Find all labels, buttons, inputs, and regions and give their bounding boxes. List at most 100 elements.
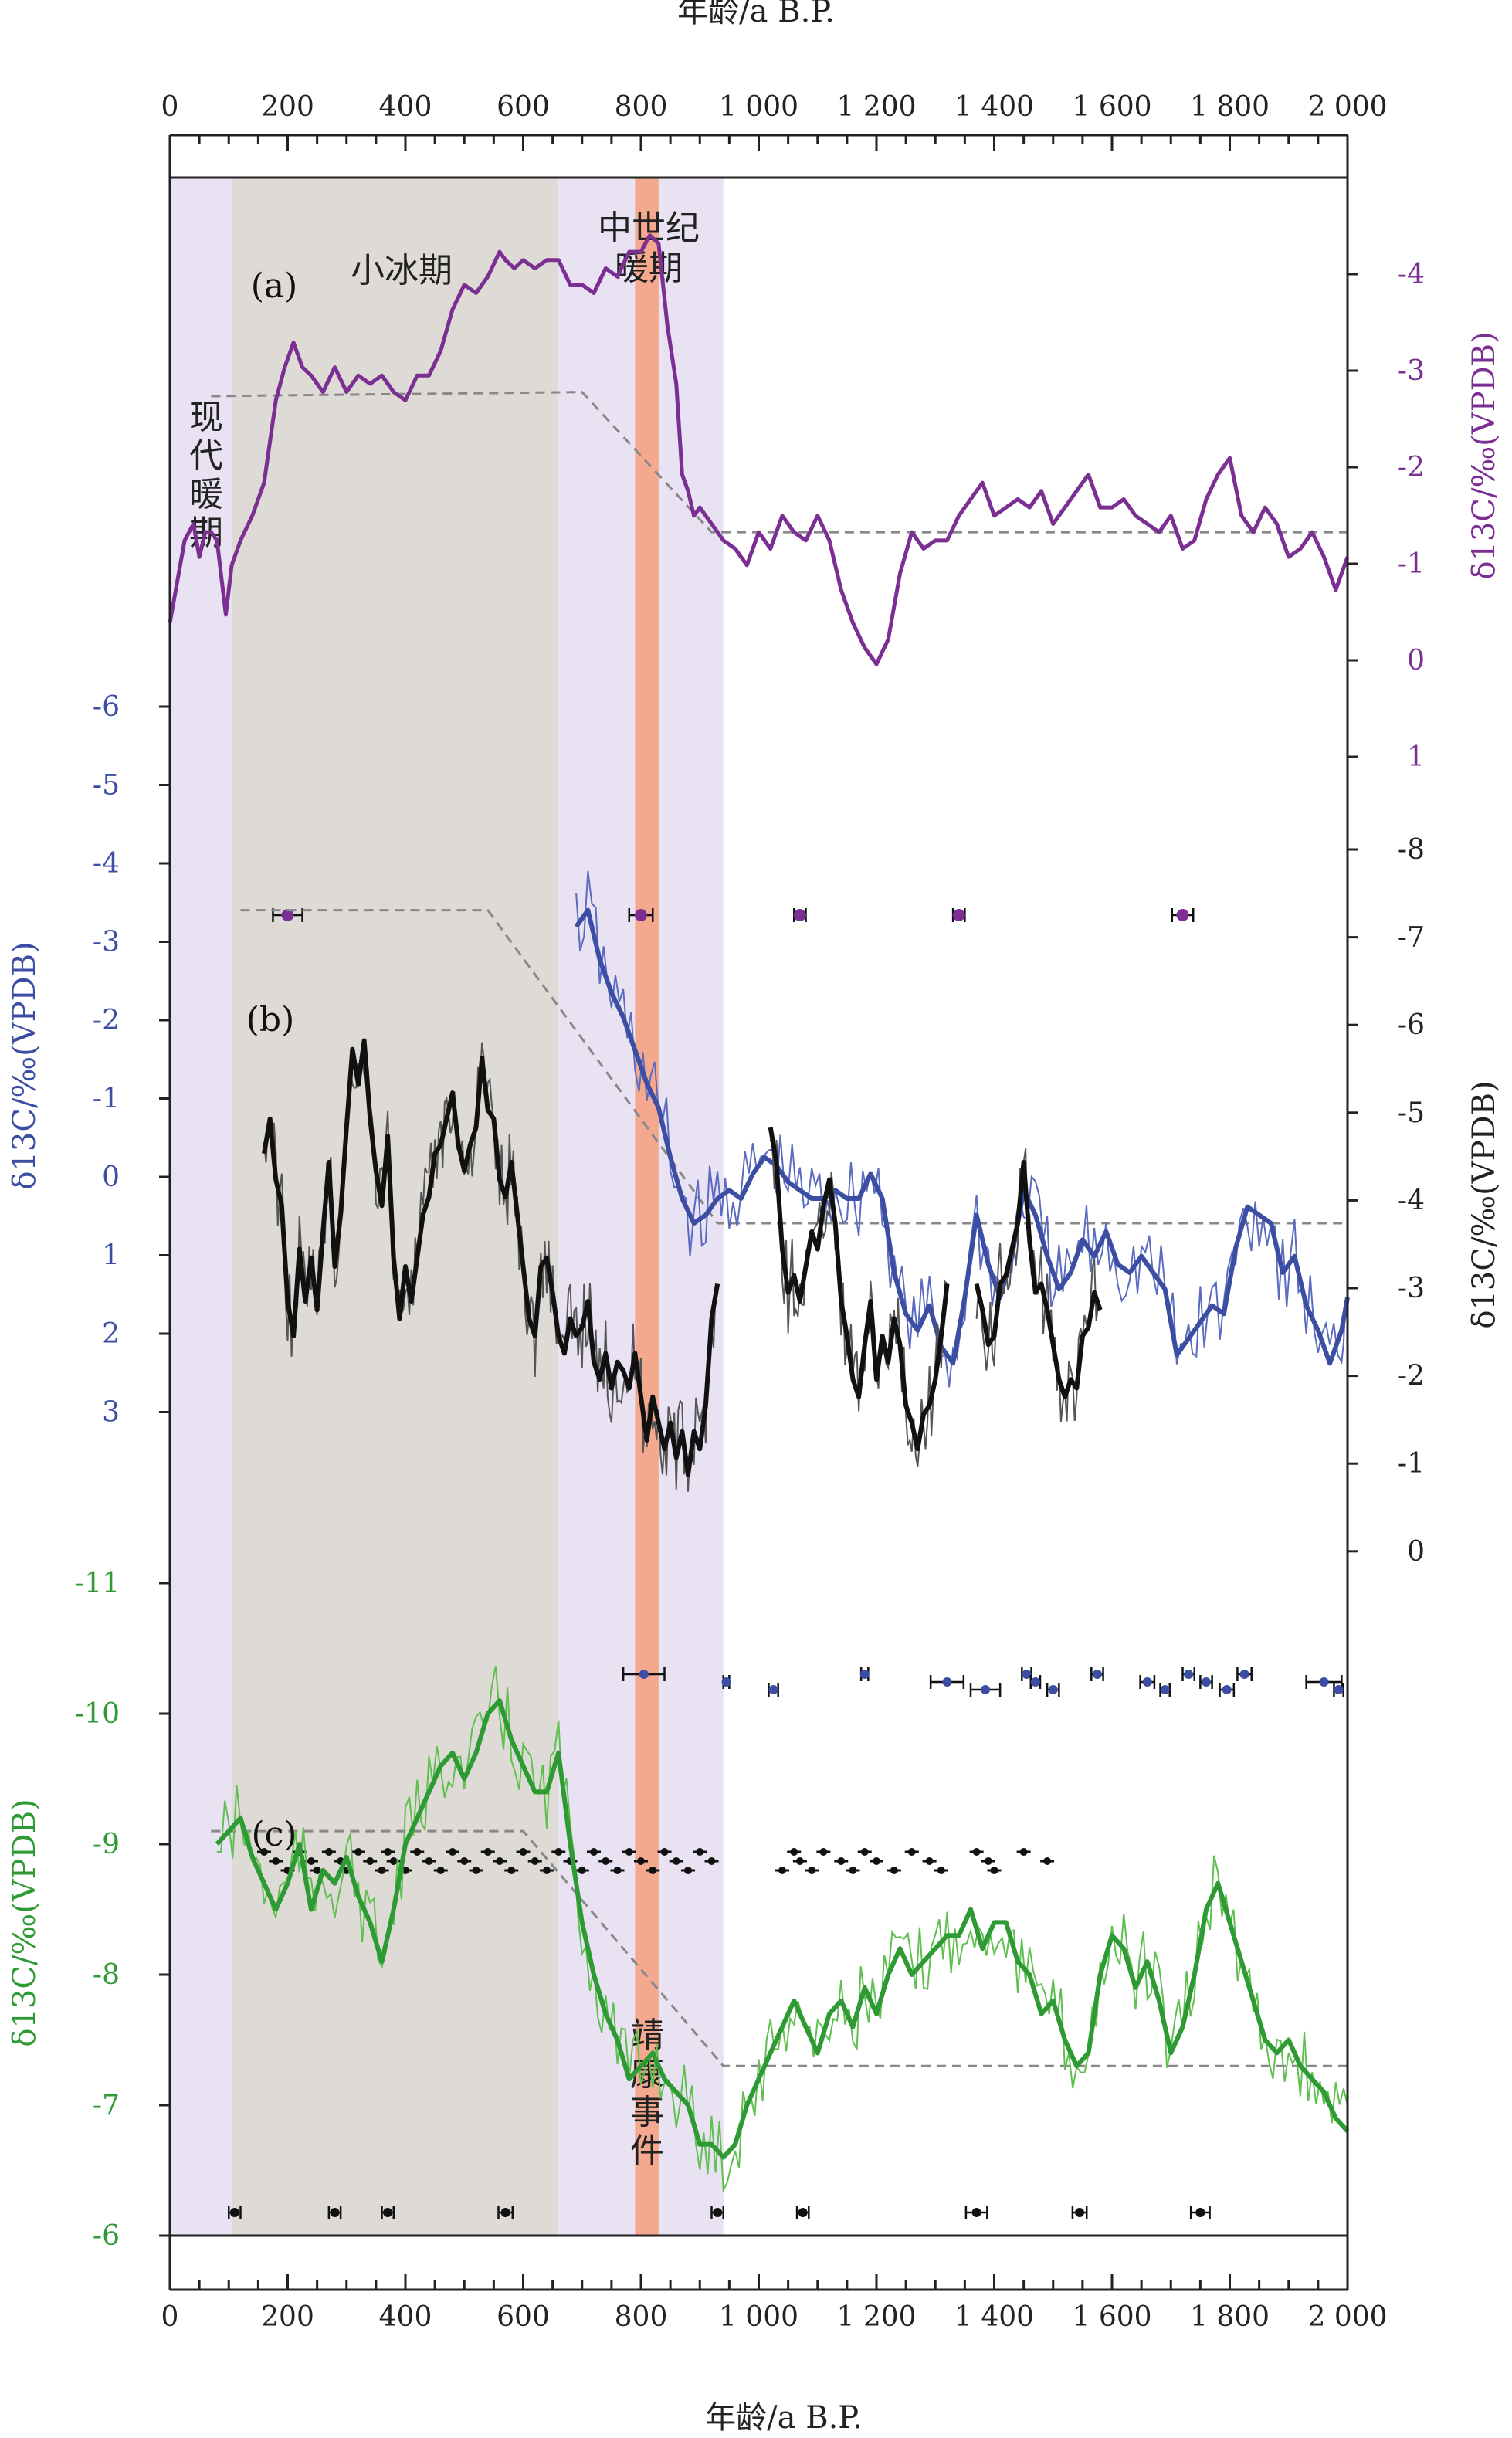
y-axis-label: δ13C/‰(VPDB) — [1466, 331, 1502, 579]
y-tick-label: -1 — [93, 1083, 120, 1115]
y-tick-label: 0 — [1407, 1536, 1425, 1568]
dating-point — [925, 1857, 934, 1865]
dating-point — [684, 1867, 692, 1874]
dating-point — [384, 1848, 392, 1856]
dating-point — [413, 1848, 422, 1856]
y-tick-label: -3 — [93, 927, 120, 958]
y-axis-label: δ13C/‰(VPDB) — [1466, 1080, 1502, 1328]
dating-point — [613, 1867, 622, 1874]
dating-point — [500, 2208, 510, 2217]
x-tick-label-bottom: 400 — [379, 2301, 432, 2333]
dating-point — [984, 1857, 992, 1865]
series-line — [974, 1160, 1103, 1399]
x-tick-label-bottom: 1 200 — [836, 2301, 916, 2333]
dating-point — [281, 909, 294, 921]
dating-point — [819, 1848, 828, 1856]
series-line — [574, 907, 1350, 1366]
x-tick-label-top: 1 600 — [1072, 91, 1151, 123]
dating-point — [859, 1670, 870, 1679]
dating-point — [472, 1867, 480, 1874]
y-tick-label: 3 — [102, 1397, 120, 1429]
y-tick-label: -8 — [93, 1959, 120, 1991]
y-tick-label: -2 — [93, 1005, 120, 1036]
dating-point — [602, 1857, 610, 1865]
y-tick-label: -4 — [1398, 1185, 1425, 1216]
dating-point — [1334, 1685, 1344, 1694]
dating-point — [635, 909, 647, 921]
dating-point — [1019, 1848, 1028, 1856]
dating-point — [639, 1670, 649, 1679]
dating-point — [672, 1857, 680, 1865]
y-tick-label: -6 — [1398, 1009, 1425, 1041]
dating-point — [1184, 1670, 1194, 1679]
y-tick-label: -2 — [1398, 1361, 1425, 1392]
panel-3 — [257, 1038, 1103, 1874]
x-tick-label-bottom: 0 — [161, 2301, 179, 2333]
y-tick-label: 1 — [102, 1240, 120, 1272]
dating-point — [1075, 2208, 1085, 2217]
x-tick-label-top: 0 — [161, 91, 179, 123]
y-axis-label: δ13C/‰(VPDB) — [7, 941, 42, 1189]
dating-point — [1239, 1670, 1249, 1679]
dating-point — [660, 1848, 669, 1856]
dating-point — [849, 1867, 857, 1874]
dating-point — [637, 1857, 645, 1865]
dating-point — [1048, 1685, 1058, 1694]
dating-point — [907, 1848, 916, 1856]
period-label: 小冰期 — [351, 251, 453, 290]
x-tick-label-top: 1 200 — [836, 91, 916, 123]
x-tick-label-top: 800 — [615, 91, 668, 123]
dating-point — [260, 1848, 268, 1856]
y-tick-label: -4 — [1398, 259, 1425, 290]
plot-frame — [168, 176, 1349, 2237]
dating-point — [937, 1867, 945, 1874]
top-axis-label: 年龄/a B.P. — [677, 0, 835, 29]
x-tick-label-top: 400 — [379, 91, 432, 123]
dating-point — [981, 1685, 991, 1694]
dating-point — [795, 1857, 804, 1865]
dating-point — [1022, 1670, 1032, 1679]
panel-4: (c) — [211, 1666, 1350, 2219]
period-label: 件 — [630, 2131, 664, 2171]
y-tick-label: -5 — [1398, 1097, 1425, 1129]
dating-point — [790, 1848, 798, 1856]
dating-point — [837, 1857, 846, 1865]
dating-point — [272, 1857, 280, 1865]
x-tick-label-bottom: 1 000 — [719, 2301, 798, 2333]
dating-point — [436, 1867, 445, 1874]
y-tick-label: -8 — [1398, 834, 1425, 866]
dating-point — [942, 1677, 952, 1687]
dating-point — [590, 1848, 598, 1856]
x-tick-label-bottom: 200 — [261, 2301, 314, 2333]
x-tick-label-bottom: 600 — [497, 2301, 550, 2333]
y-tick-label: -11 — [75, 1568, 120, 1599]
x-tick-label-top: 1 800 — [1190, 91, 1270, 123]
dating-point — [460, 1857, 469, 1865]
dating-point — [793, 909, 806, 921]
dating-point — [768, 1685, 778, 1694]
dating-point — [1043, 1857, 1052, 1865]
dating-point — [531, 1857, 539, 1865]
x-tick-label-top: 2 000 — [1307, 91, 1387, 123]
dating-point — [1160, 1685, 1170, 1694]
dating-point — [952, 909, 965, 921]
x-tick-label-bottom: 800 — [615, 2301, 668, 2333]
x-tick-label-top: 1 400 — [954, 91, 1034, 123]
dating-point — [496, 1857, 503, 1865]
x-tick-label-bottom: 1 600 — [1072, 2301, 1151, 2333]
y-tick-label: 0 — [102, 1161, 120, 1193]
dating-point — [389, 1857, 398, 1865]
trend-line — [211, 1829, 1348, 2067]
dating-point — [707, 1857, 716, 1865]
series-line — [262, 1038, 720, 1477]
x-tick-label-bottom: 2 000 — [1307, 2301, 1387, 2333]
dating-point — [543, 1867, 551, 1874]
y-tick-label: -7 — [1398, 922, 1425, 954]
period-label: 现 — [189, 398, 223, 437]
y-tick-label: -6 — [93, 2220, 120, 2252]
dating-point — [1176, 909, 1189, 921]
period-label: 中世纪 — [598, 209, 700, 248]
period-label: 事 — [630, 2093, 664, 2132]
